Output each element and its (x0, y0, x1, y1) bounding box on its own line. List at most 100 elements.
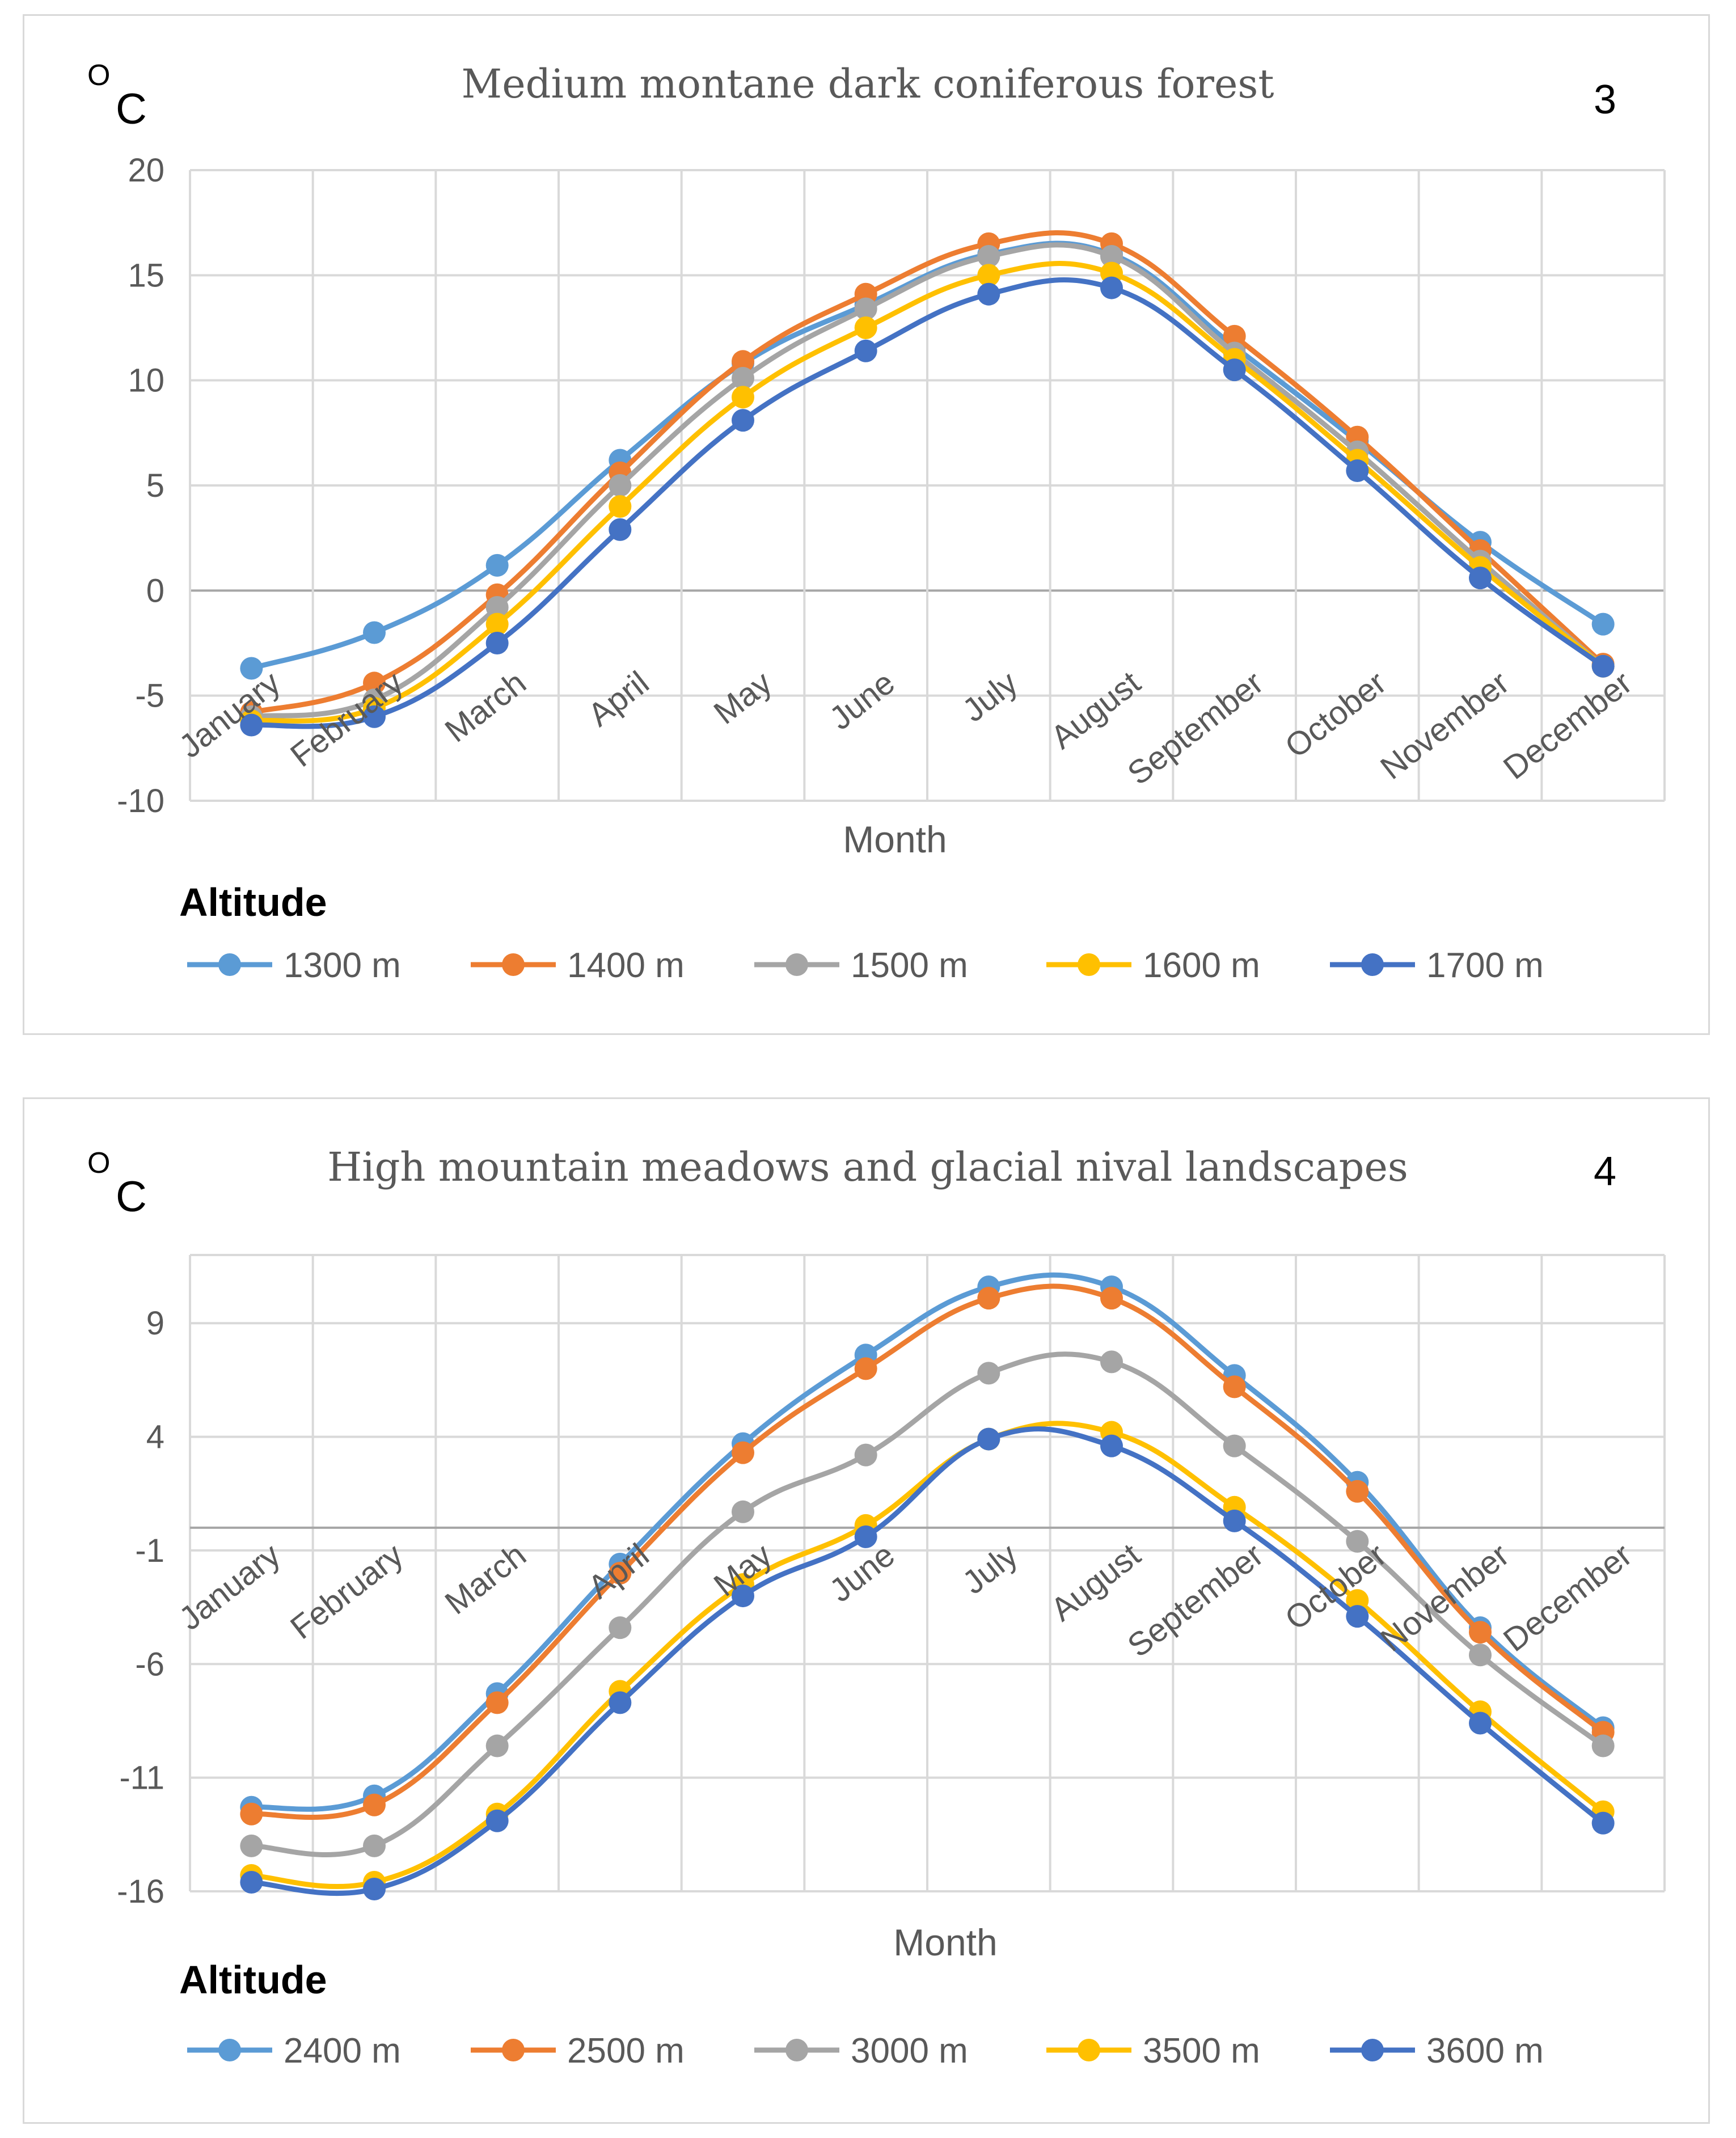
data-point (485, 1734, 509, 1757)
legend-swatch-marker (502, 953, 525, 976)
data-point (854, 339, 877, 362)
x-axis-title: Month (843, 818, 947, 860)
panel-number: 4 (1594, 1149, 1616, 1194)
data-point (485, 553, 509, 577)
data-point (609, 474, 632, 497)
y-tick-label: 4 (146, 1419, 164, 1456)
legend-swatch-marker (218, 953, 241, 976)
data-point (1100, 244, 1123, 268)
data-point (1591, 1734, 1615, 1757)
data-point (732, 1585, 754, 1608)
data-point (485, 1691, 509, 1714)
data-point (1469, 1621, 1492, 1644)
legend-item: 3500 m (1046, 2031, 1260, 2071)
legend-title: Altitude (179, 880, 327, 924)
data-point (485, 632, 509, 654)
y-tick-label: -11 (119, 1760, 164, 1797)
legend-item: 3600 m (1330, 2031, 1544, 2071)
data-point (1591, 612, 1615, 636)
x-tick-label: March (438, 1536, 533, 1621)
legend-item: 1700 m (1330, 946, 1544, 985)
legend-title: Altitude (179, 1958, 327, 2002)
y-tick-label: 9 (146, 1305, 164, 1342)
data-point (485, 595, 509, 619)
data-point (977, 1427, 1000, 1451)
data-point (1223, 324, 1246, 348)
data-point (363, 1834, 386, 1857)
data-point (609, 1562, 632, 1585)
data-point (977, 244, 1000, 268)
legend-label: 2500 m (567, 2031, 685, 2071)
legend-item: 1400 m (471, 946, 685, 985)
data-point (854, 316, 877, 339)
unit-o-label: O (87, 59, 110, 92)
legend-label: 1600 m (1143, 946, 1260, 985)
data-point (1223, 1434, 1246, 1457)
data-point (485, 612, 509, 636)
unit-c-label: C (116, 1173, 147, 1221)
legend-swatch-marker (1078, 953, 1100, 976)
data-point (1346, 1529, 1369, 1553)
legend-label: 1700 m (1426, 946, 1544, 985)
legend-label: 1400 m (567, 946, 685, 985)
data-point (1346, 1480, 1369, 1503)
legend-label: 3500 m (1143, 2031, 1260, 2071)
data-point (732, 350, 754, 373)
data-point (609, 518, 632, 541)
data-point (1100, 276, 1123, 299)
legend-swatch-marker (218, 2039, 241, 2061)
chart-title: Medium montane dark coniferous forest (462, 61, 1274, 107)
data-point (1346, 459, 1369, 483)
unit-c-label: C (116, 85, 147, 133)
legend-item: 2400 m (187, 2031, 401, 2071)
data-point (1591, 654, 1615, 678)
legend-label: 1500 m (851, 946, 968, 985)
data-point (732, 1500, 754, 1523)
data-point (1100, 1434, 1123, 1457)
y-tick-label: 10 (128, 362, 164, 399)
data-point (854, 297, 877, 320)
data-point (1100, 1287, 1123, 1310)
data-point (485, 1809, 509, 1832)
data-point (363, 621, 386, 644)
y-tick-label: -5 (135, 678, 164, 715)
data-point (854, 1357, 877, 1380)
data-point (363, 1877, 386, 1900)
series-line-2500m (251, 1283, 1605, 1820)
data-point (732, 1441, 754, 1464)
data-point (977, 1362, 1000, 1385)
legend-swatch-marker (785, 2039, 808, 2061)
data-point (977, 1287, 1000, 1310)
data-point (854, 1525, 877, 1548)
legend-label: 3000 m (851, 2031, 968, 2071)
legend-item: 1300 m (187, 946, 401, 985)
x-tick-label: July (956, 1536, 1024, 1602)
y-tick-label: -6 (135, 1646, 164, 1683)
legend-swatch-marker (785, 953, 808, 976)
data-point (1100, 1350, 1123, 1374)
y-tick-label: 20 (128, 152, 164, 189)
series-line-1500m (251, 242, 1605, 720)
data-point (977, 264, 1000, 287)
data-point (1469, 567, 1492, 590)
y-tick-label: -16 (117, 1873, 164, 1910)
x-axis-title: Month (893, 1921, 997, 1963)
data-point (1223, 358, 1246, 382)
data-point (1469, 1643, 1492, 1667)
data-point (1346, 1589, 1369, 1612)
legend-swatch-marker (1361, 953, 1384, 976)
data-point (1469, 1712, 1492, 1735)
legend-label: 2400 m (284, 2031, 401, 2071)
data-point (1591, 1811, 1615, 1835)
unit-o-label: O (87, 1147, 110, 1180)
y-tick-label: 0 (146, 572, 164, 609)
data-point (854, 1443, 877, 1467)
legend-label: 3600 m (1426, 2031, 1544, 2071)
data-point (732, 366, 754, 390)
data-point (732, 386, 754, 409)
data-point (1223, 1509, 1246, 1532)
data-point (240, 1870, 263, 1894)
x-tick-label: September (1121, 1536, 1270, 1664)
legend-item: 2500 m (471, 2031, 685, 2071)
